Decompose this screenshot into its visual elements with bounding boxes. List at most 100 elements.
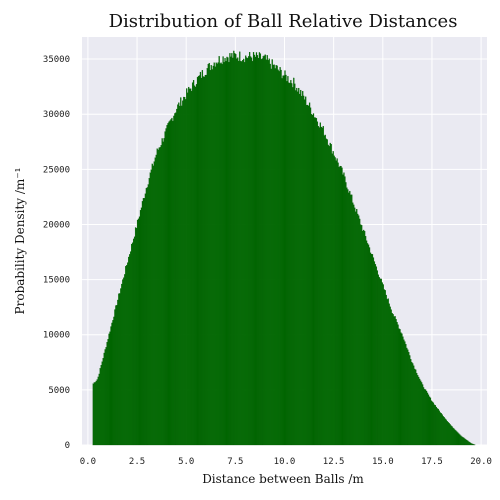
histogram-bar	[242, 60, 244, 446]
histogram-bar	[173, 115, 175, 446]
histogram-bar	[223, 62, 225, 446]
histogram-bar	[443, 417, 445, 446]
histogram-bar	[374, 264, 377, 446]
histogram-bar	[411, 362, 413, 446]
histogram-bar	[371, 254, 374, 446]
histogram-bar	[338, 167, 340, 446]
histogram-bar	[248, 51, 251, 446]
histogram-bar	[167, 123, 169, 446]
histogram-bar	[419, 378, 421, 446]
histogram-bar	[172, 120, 174, 446]
histogram-bar	[149, 172, 151, 446]
histogram-bar	[363, 231, 366, 446]
histogram-bar	[387, 298, 389, 446]
histogram-bar	[136, 219, 139, 446]
histogram-bar	[233, 50, 235, 446]
histogram-bar	[335, 160, 337, 446]
histogram-bar	[351, 194, 353, 446]
histogram-bar	[438, 410, 440, 446]
histogram-bar	[349, 190, 351, 446]
histogram-bar	[175, 112, 177, 446]
histogram-bar	[152, 165, 154, 446]
histogram-bar	[324, 134, 326, 446]
histogram-bar	[429, 397, 432, 446]
histogram-bar	[247, 58, 249, 446]
y-tick-label: 10000	[43, 331, 70, 341]
histogram-bar	[93, 382, 95, 446]
histogram-bar	[375, 266, 378, 446]
histogram-bar	[190, 90, 193, 446]
histogram-bar	[156, 148, 158, 446]
x-tick-label: 15.0	[372, 457, 394, 467]
histogram-bar	[301, 95, 303, 446]
histogram-bar	[178, 102, 180, 446]
histogram-bar	[463, 437, 465, 446]
histogram-bar	[412, 363, 414, 446]
histogram-bar	[127, 262, 129, 446]
histogram-bar	[151, 163, 153, 446]
histogram-bar	[263, 55, 265, 446]
histogram-bar	[460, 435, 462, 446]
histogram-bar	[380, 278, 382, 446]
histogram-bar	[255, 52, 258, 446]
histogram-bar	[344, 176, 346, 446]
histogram-bar	[306, 104, 308, 446]
histogram-bar	[358, 215, 360, 446]
histogram-bar	[268, 58, 270, 446]
histogram-bar	[437, 408, 439, 446]
histogram-bar	[135, 227, 138, 446]
histogram-bar	[453, 428, 455, 446]
x-tick-label: 0.0	[80, 457, 96, 467]
histogram-bar	[422, 387, 425, 446]
histogram-bar	[413, 365, 415, 446]
histogram-bar	[462, 437, 464, 446]
histogram-bar	[215, 62, 217, 446]
histogram-bar	[205, 74, 207, 446]
histogram-bar	[409, 355, 411, 446]
histogram-bar	[170, 119, 172, 446]
histogram-bar	[393, 316, 395, 446]
histogram-bar	[415, 369, 417, 446]
histogram-bar	[452, 427, 454, 446]
histogram-bar	[131, 243, 133, 446]
histogram-bar	[446, 420, 448, 446]
histogram-bar	[109, 331, 111, 446]
histogram-bar	[364, 236, 367, 446]
histogram-bar	[145, 188, 148, 446]
histogram-bar	[97, 376, 99, 446]
histogram-bar	[295, 90, 297, 446]
histogram-bar	[261, 58, 263, 446]
histogram-bar	[312, 113, 315, 446]
histogram-bar	[267, 60, 269, 446]
histogram-bar	[359, 218, 361, 446]
histogram-bar	[361, 225, 363, 446]
histogram-bar	[277, 69, 279, 446]
histogram-bar	[142, 198, 145, 446]
histogram-bar	[310, 114, 313, 446]
histogram-bar	[269, 63, 271, 446]
histogram-bar	[168, 121, 170, 446]
histogram-bar	[120, 288, 122, 446]
histogram-bar	[246, 57, 248, 446]
x-tick-label: 10.0	[274, 457, 296, 467]
histogram-bar	[94, 382, 96, 446]
histogram-bar	[253, 54, 256, 446]
histogram-bar	[303, 95, 305, 446]
histogram-bar	[138, 216, 141, 446]
histogram-bar	[434, 405, 437, 446]
histogram-bar	[296, 87, 298, 446]
histogram-bar	[236, 58, 238, 446]
histogram-bar	[186, 88, 188, 446]
histogram-bar	[108, 333, 110, 446]
histogram-bar	[245, 55, 247, 446]
histogram-bar	[354, 207, 356, 446]
histogram-bar	[271, 59, 273, 446]
x-tick-label: 12.5	[323, 457, 345, 467]
histogram-bar	[317, 126, 320, 446]
histogram-bar	[132, 238, 135, 446]
histogram-bar	[337, 162, 339, 446]
histogram-bar	[356, 208, 358, 446]
histogram-bar	[345, 182, 347, 446]
histogram-bar	[272, 64, 274, 446]
histogram-bar	[257, 57, 260, 446]
